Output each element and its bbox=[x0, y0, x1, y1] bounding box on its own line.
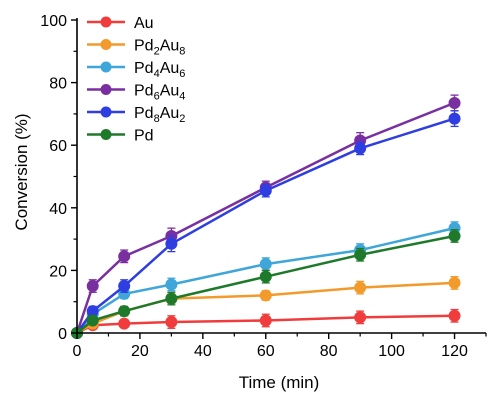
legend-swatch-marker bbox=[100, 61, 112, 73]
data-point bbox=[165, 292, 178, 305]
y-tick-label: 60 bbox=[49, 138, 67, 155]
y-tick-label: 20 bbox=[49, 263, 67, 280]
data-point bbox=[165, 316, 178, 329]
data-point bbox=[165, 237, 178, 250]
y-tick-label: 100 bbox=[40, 13, 67, 30]
x-tick-label: 100 bbox=[378, 343, 405, 360]
data-point bbox=[118, 305, 131, 318]
legend-swatch-marker bbox=[100, 129, 112, 140]
legend-swatch-marker bbox=[100, 16, 112, 28]
data-point bbox=[354, 142, 367, 155]
data-point bbox=[86, 280, 99, 293]
series-Pd6Au4 bbox=[71, 94, 461, 339]
y-tick-label: 80 bbox=[49, 76, 67, 93]
data-point bbox=[86, 314, 99, 327]
data-point bbox=[448, 96, 461, 109]
x-tick-label: 120 bbox=[441, 343, 468, 360]
x-tick-label: 80 bbox=[320, 343, 338, 360]
data-point bbox=[259, 258, 272, 271]
data-point bbox=[259, 314, 272, 327]
data-point bbox=[118, 317, 131, 330]
data-point bbox=[354, 311, 367, 324]
data-point bbox=[448, 112, 461, 125]
x-tick-label: 60 bbox=[257, 343, 275, 360]
legend-label: Pd2Au8 bbox=[134, 38, 185, 58]
series-Pd8Au2 bbox=[71, 110, 461, 339]
data-point bbox=[118, 250, 131, 263]
data-point bbox=[354, 281, 367, 294]
legend-label: Pd bbox=[134, 128, 154, 145]
x-tick-label: 0 bbox=[73, 343, 82, 360]
data-point bbox=[448, 309, 461, 322]
y-tick-label: 40 bbox=[49, 201, 67, 218]
data-point bbox=[259, 289, 272, 302]
legend-item-Pd6Au4: Pd6Au4 bbox=[87, 83, 185, 103]
data-point bbox=[448, 276, 461, 289]
legend-label: Au bbox=[134, 15, 154, 32]
legend-item-Pd: Pd bbox=[87, 128, 154, 145]
legend-label: Pd6Au4 bbox=[134, 83, 185, 103]
legend-swatch-marker bbox=[100, 84, 112, 95]
data-point bbox=[259, 270, 272, 283]
legend-label: Pd4Au6 bbox=[134, 60, 185, 80]
legend-item-Au: Au bbox=[87, 15, 154, 32]
x-tick-label: 20 bbox=[131, 343, 149, 360]
legend-item-Pd4Au6: Pd4Au6 bbox=[87, 60, 185, 80]
x-axis-title: Time (min) bbox=[239, 373, 320, 392]
legend-item-Pd2Au8: Pd2Au8 bbox=[87, 38, 185, 58]
data-point bbox=[165, 278, 178, 291]
plot-area bbox=[71, 94, 461, 339]
data-point bbox=[259, 184, 272, 197]
legend-swatch-marker bbox=[100, 106, 112, 118]
axes: 0 20 40 60 80 100 120 0 20 40 60 80 100 bbox=[40, 13, 487, 360]
data-point bbox=[354, 248, 367, 261]
data-point bbox=[448, 229, 461, 242]
y-axis-title: Conversion (%) bbox=[12, 113, 31, 230]
x-tick-label: 40 bbox=[194, 343, 212, 360]
legend-item-Pd8Au2: Pd8Au2 bbox=[87, 105, 185, 125]
y-tick-label: 0 bbox=[58, 326, 67, 343]
data-point bbox=[118, 280, 131, 293]
legend-swatch-marker bbox=[100, 39, 112, 50]
legend-label: Pd8Au2 bbox=[134, 105, 185, 125]
